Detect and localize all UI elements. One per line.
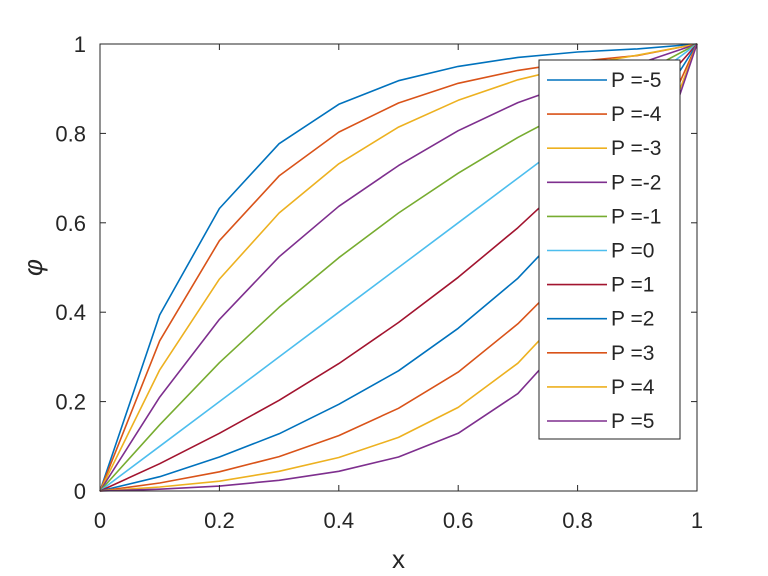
y-tick-label: 0.4 xyxy=(55,300,86,325)
legend-label: P =3 xyxy=(611,342,654,365)
series-line-0 xyxy=(99,43,698,492)
x-tick-label: 0 xyxy=(94,508,106,533)
x-tick-label: 0.8 xyxy=(562,508,593,533)
y-tick-label: 0 xyxy=(74,479,86,504)
plot-frame xyxy=(99,43,698,492)
y-tick-label: 1 xyxy=(74,32,86,57)
legend-label: P =5 xyxy=(611,410,654,433)
x-tick-label: 0.4 xyxy=(324,508,355,533)
legend-label: P =0 xyxy=(611,240,654,263)
legend-label: P =-1 xyxy=(611,205,661,228)
legend: P =-5 P =-4 P =-3 P =-2 P =-1 P =0 P =1 P =2 P =… xyxy=(538,59,681,440)
legend-label: P =-4 xyxy=(611,103,662,126)
x-tick-label: 0.6 xyxy=(443,508,474,533)
x-axis-label: x xyxy=(392,544,405,574)
y-tick-label: 0.8 xyxy=(55,121,86,146)
legend-label: P =1 xyxy=(611,274,654,297)
y-tick-label: 0.6 xyxy=(55,211,86,236)
legend-label: P =2 xyxy=(611,308,654,331)
legend-label: P =-5 xyxy=(611,69,661,92)
x-tick-label: 0.2 xyxy=(204,508,235,533)
x-tick-label: 1 xyxy=(691,508,703,533)
legend-label: P =4 xyxy=(611,376,655,399)
legend-label: P =-2 xyxy=(611,171,661,194)
legend-label: P =-3 xyxy=(611,137,661,160)
y-tick-label: 0.2 xyxy=(55,390,86,415)
legend-box xyxy=(538,59,681,440)
series-line-1 xyxy=(99,43,698,492)
axis-ticks: 0 0.2 0.4 0.6 0.8 1 0 0.2 0.4 0.6 0.8 1 xyxy=(55,32,703,533)
y-axis-label: φ xyxy=(18,259,48,276)
